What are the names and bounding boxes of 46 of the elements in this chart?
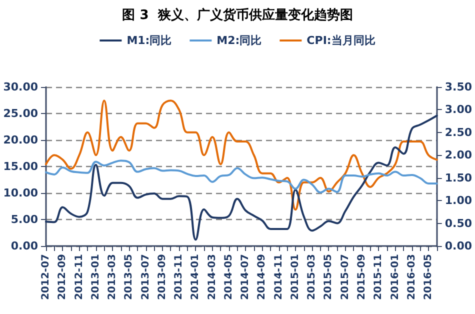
- line-series: [45, 160, 438, 194]
- y2-tick-label: 3.00: [444, 103, 472, 116]
- x-tick-label: 2013-03: [107, 254, 118, 300]
- y2-tick-label: 0.00: [444, 240, 472, 252]
- legend-label: M1:同比: [126, 34, 172, 47]
- x-tick-label: 2013-07: [140, 254, 152, 300]
- y2-tick-label: 0.50: [444, 216, 472, 230]
- y-tick-label: 10.00: [3, 186, 38, 200]
- x-tick-label: 2014-09: [256, 254, 268, 300]
- y-tick-label: 0.00: [10, 240, 38, 252]
- x-tick-label: 2015-11: [373, 254, 384, 300]
- x-tick-label: 2015-01: [290, 254, 301, 300]
- x-tick-label: 2013-05: [124, 254, 135, 300]
- x-tick-label: 2014-03: [206, 254, 218, 300]
- x-tick-label: 2015-03: [306, 254, 318, 300]
- y-tick-label: 5.00: [10, 213, 38, 226]
- line-series: [45, 114, 438, 241]
- y2-tick-label: 2.00: [444, 148, 472, 162]
- y-tick-label: 15.00: [3, 160, 38, 173]
- x-tick-label: 2013-11: [174, 254, 185, 300]
- line-series: [45, 100, 438, 211]
- x-tick-label: 2014-01: [190, 254, 202, 300]
- x-tick-label: 2012-11: [74, 254, 85, 300]
- x-tick-label: 2013-01: [90, 254, 102, 300]
- x-tick-label: 2016-03: [406, 254, 418, 300]
- x-tick-label: 2015-09: [356, 254, 368, 300]
- y2-tick-label: 1.00: [444, 194, 472, 208]
- y-tick-label: 20.00: [3, 134, 38, 146]
- x-tick-label: 2014-07: [240, 254, 252, 300]
- y2-tick-label: 1.50: [444, 171, 472, 184]
- x-tick-label: 2012-09: [57, 254, 68, 300]
- y2-tick-label: 2.50: [444, 126, 472, 139]
- x-tick-label: 2015-07: [340, 254, 351, 300]
- x-tick-label: 2015-05: [323, 254, 334, 300]
- legend-label: CPI:当月同比: [306, 34, 376, 47]
- chart-title: 图 3 狭义、广义货币供应量变化趋势图: [122, 7, 353, 23]
- x-tick-label: 2014-05: [223, 254, 234, 300]
- y2-tick-label: 3.50: [444, 80, 472, 94]
- x-tick-label: 2016-01: [390, 254, 401, 300]
- y-tick-label: 25.00: [3, 107, 38, 120]
- x-tick-label: 2012-07: [40, 254, 52, 300]
- legend-label: M2:同比: [216, 34, 262, 47]
- y-tick-label: 30.00: [3, 80, 38, 94]
- x-tick-label: 2016-05: [423, 254, 434, 300]
- x-tick-label: 2014-11: [273, 254, 284, 300]
- x-tick-label: 2013-09: [156, 254, 168, 300]
